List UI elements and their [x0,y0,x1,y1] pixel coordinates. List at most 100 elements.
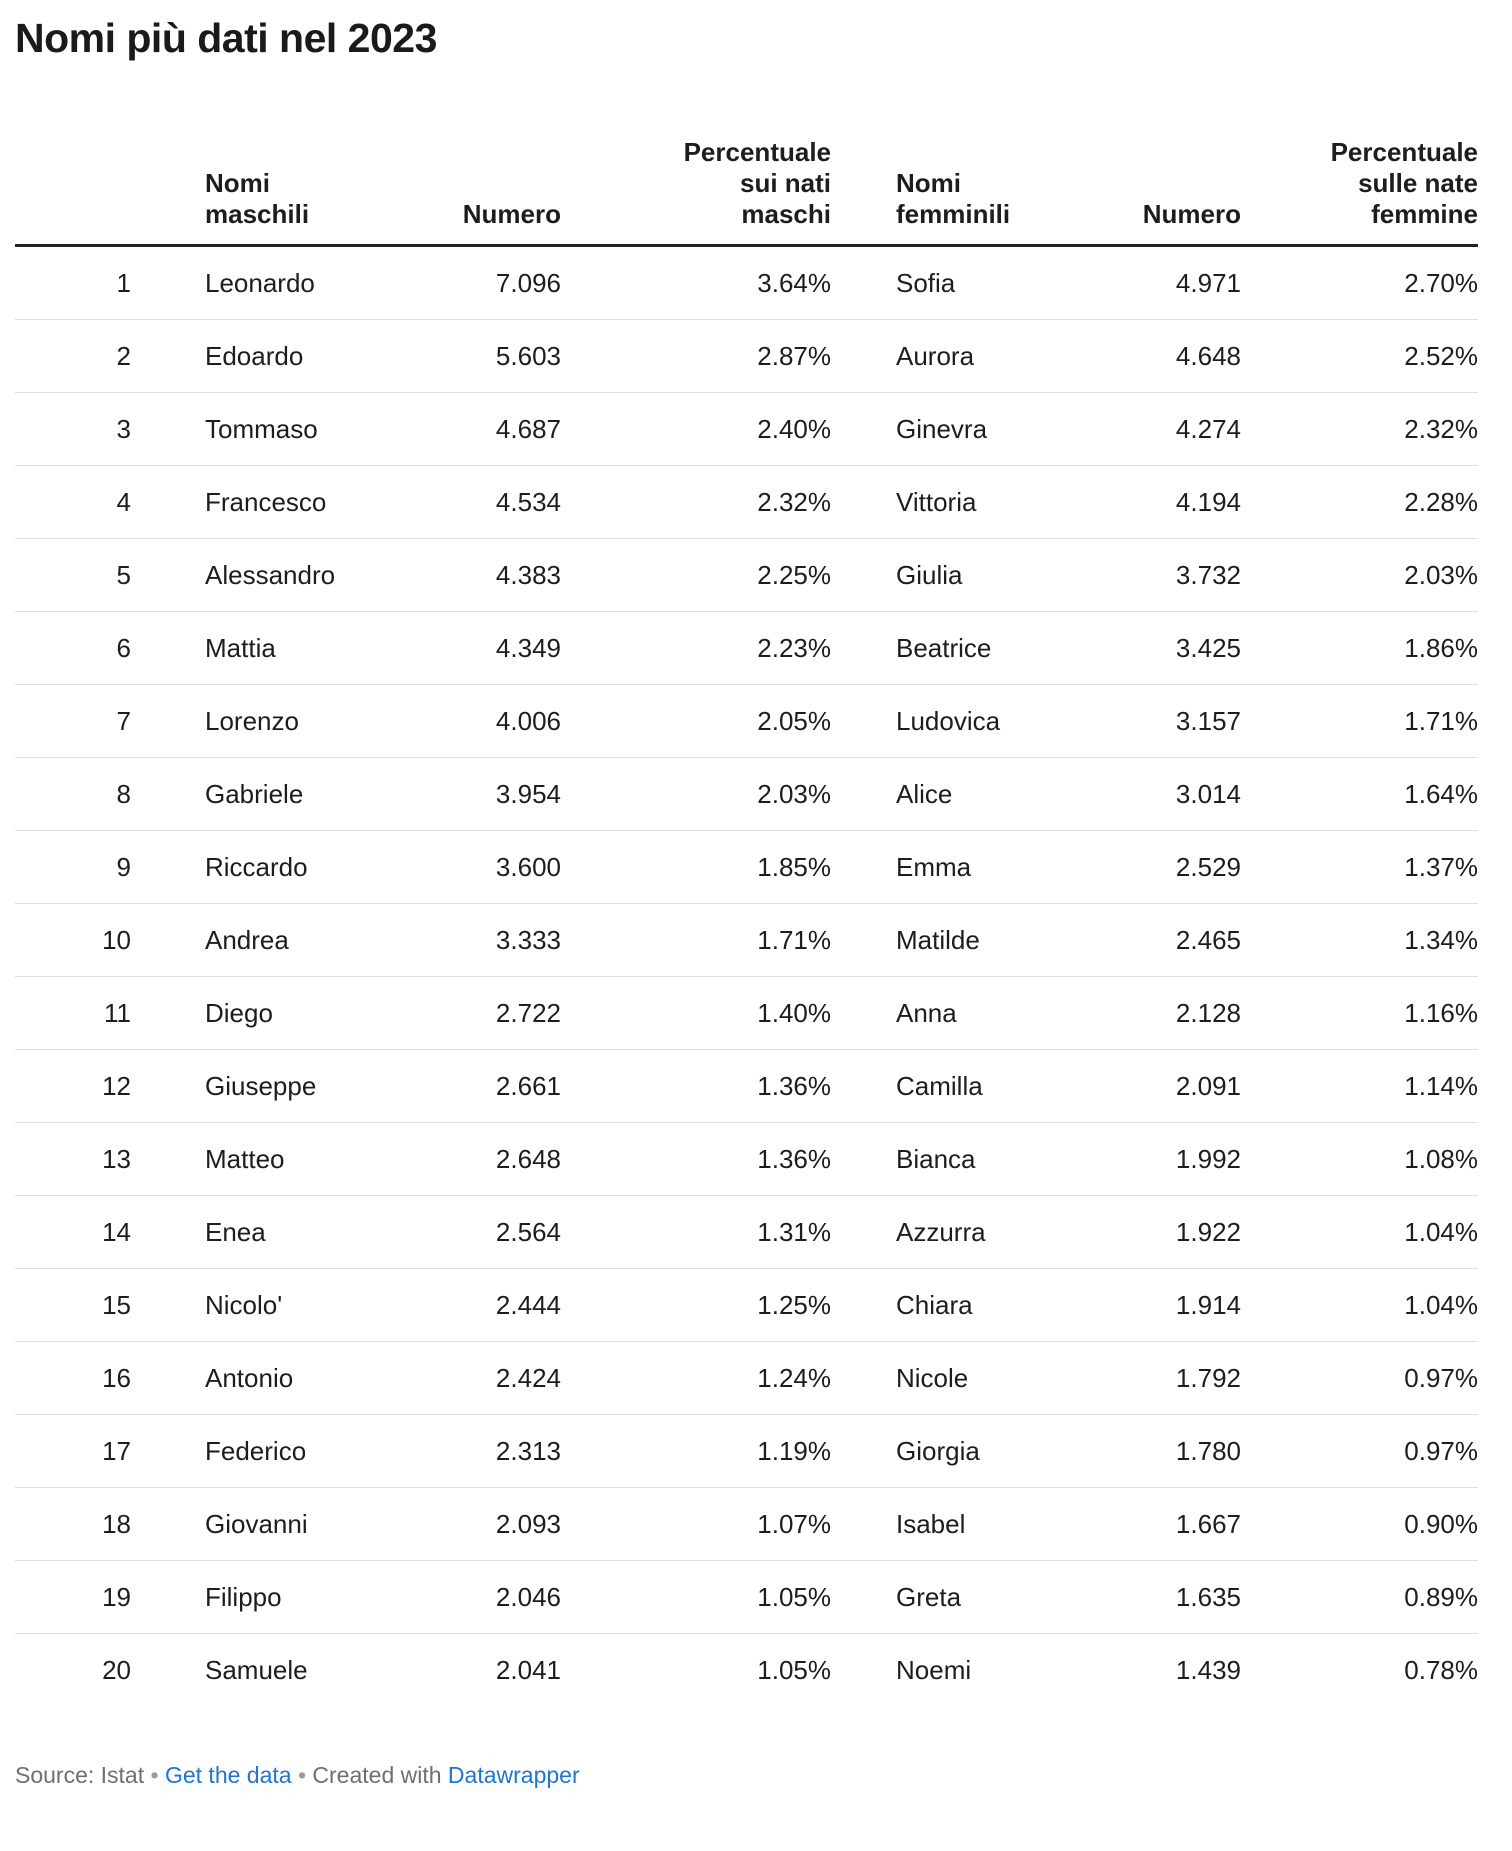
cell-male-name: Giuseppe [131,1049,391,1123]
cell-female-name: Isabel [831,1487,1067,1561]
cell-female-name: Ginevra [831,392,1067,466]
header-row: Nomi maschili Numero Percentuale sui nat… [15,62,1478,247]
table-row: 4 Francesco 4.534 2.32% Vittoria 4.194 2… [15,465,1478,539]
table-row: 16 Antonio 2.424 1.24% Nicole 1.792 0.97… [15,1341,1478,1415]
cell-female-name: Sofia [896,268,956,298]
table-row: 13 Matteo 2.648 1.36% Bianca 1.992 1.08% [15,1122,1478,1196]
cell-male-percentage: 1.36% [561,1049,831,1123]
source-name: Istat [100,1762,145,1788]
cell-male-count: 3.600 [391,830,561,904]
cell-female-percentage: 0.78% [1241,1633,1478,1706]
table-body: 1 Leonardo 7.096 3.64% Sofia 4.971 2.70%… [15,246,1478,1706]
cell-male-percentage: 1.31% [561,1195,831,1269]
cell-rank: 14 [15,1195,131,1269]
cell-rank: 15 [15,1268,131,1342]
cell-rank: 3 [15,392,131,466]
cell-male-count: 7.096 [495,268,561,298]
table-row: 2 Edoardo 5.603 2.87% Aurora 4.648 2.52% [15,319,1478,393]
cell-male-count: 2.661 [391,1049,561,1123]
cell-female-name: Camilla [831,1049,1067,1123]
cell-male-count: 4.006 [391,684,561,758]
cell-male-name: Samuele [131,1633,391,1706]
cell-male-name: Matteo [131,1122,391,1196]
cell-rank: 2 [15,319,131,393]
cell-male-name: Antonio [131,1341,391,1415]
cell-male-name: Mattia [131,611,391,685]
cell-male-name: Riccardo [131,830,391,904]
cell-male-percentage: 1.25% [561,1268,831,1342]
cell-female-percentage: 0.97% [1241,1341,1478,1415]
cell-male-percentage: 1.71% [561,903,831,977]
cell-rank: 12 [15,1049,131,1123]
cell-female-count: 4.648 [1067,319,1241,393]
cell-male-name: Edoardo [131,319,391,393]
cell-female-name: Azzurra [831,1195,1067,1269]
get-data-link[interactable]: Get the data [164,1762,292,1788]
cell-female-count: 4.194 [1067,465,1241,539]
table-row: 1 Leonardo 7.096 3.64% Sofia 4.971 2.70% [15,246,1478,320]
cell-female-percentage: 0.90% [1241,1487,1478,1561]
cell-female-count: 4.274 [1067,392,1241,466]
table-row: 17 Federico 2.313 1.19% Giorgia 1.780 0.… [15,1414,1478,1488]
cell-male-name: Alessandro [131,538,391,612]
cell-male-count: 2.564 [391,1195,561,1269]
header-cell-female-names: Nomi femminili [831,62,1067,247]
cell-female-name: Vittoria [831,465,1067,539]
cell-male-count: 4.687 [391,392,561,466]
datawrapper-link[interactable]: Datawrapper [447,1762,580,1788]
cell-female-percentage: 1.86% [1241,611,1478,685]
cell-rank: 16 [15,1341,131,1415]
created-with-label: Created with [312,1762,442,1788]
cell-female-percentage: 1.08% [1241,1122,1478,1196]
cell-male-count: 4.383 [391,538,561,612]
cell-male-percentage: 2.87% [561,319,831,393]
cell-male-name: Gabriele [131,757,391,831]
cell-male-percentage: 1.19% [561,1414,831,1488]
table-row: 11 Diego 2.722 1.40% Anna 2.128 1.16% [15,976,1478,1050]
cell-female-count: 1.992 [1067,1122,1241,1196]
cell-female-name: Bianca [831,1122,1067,1196]
table-row: 14 Enea 2.564 1.31% Azzurra 1.922 1.04% [15,1195,1478,1269]
cell-female-count: 3.732 [1067,538,1241,612]
table-row: 10 Andrea 3.333 1.71% Matilde 2.465 1.34… [15,903,1478,977]
cell-male-percentage: 1.24% [561,1341,831,1415]
cell-male-count: 2.424 [391,1341,561,1415]
cell-male-percentage: 2.03% [561,757,831,831]
cell-female-count: 2.091 [1067,1049,1241,1123]
table-row: 19 Filippo 2.046 1.05% Greta 1.635 0.89% [15,1560,1478,1634]
cell-male-percentage: 1.07% [561,1487,831,1561]
cell-rank: 18 [15,1487,131,1561]
table-row: 9 Riccardo 3.600 1.85% Emma 2.529 1.37% [15,830,1478,904]
table-row: 6 Mattia 4.349 2.23% Beatrice 3.425 1.86… [15,611,1478,685]
cell-female-percentage: 2.32% [1241,392,1478,466]
cell-male-percentage: 2.05% [561,684,831,758]
cell-female-name: Noemi [831,1633,1067,1706]
cell-female-count: 3.425 [1067,611,1241,685]
cell-female-percentage: 1.71% [1241,684,1478,758]
cell-female-name: Nicole [831,1341,1067,1415]
cell-female-count: 3.157 [1067,684,1241,758]
cell-female-percentage: 2.28% [1241,465,1478,539]
cell-female-name: Ludovica [831,684,1067,758]
cell-female-name: Giorgia [831,1414,1067,1488]
cell-female-count: 1.635 [1067,1560,1241,1634]
cell-male-percentage: 2.32% [561,465,831,539]
cell-female-percentage: 1.14% [1241,1049,1478,1123]
cell-female-count: 2.529 [1067,830,1241,904]
cell-rank: 4 [15,465,131,539]
cell-rank: 17 [15,1414,131,1488]
cell-female-percentage: 0.89% [1241,1560,1478,1634]
cell-female-percentage: 1.04% [1241,1268,1478,1342]
header-cell-female-number: Numero [1067,62,1241,247]
cell-female-percentage: 1.34% [1241,903,1478,977]
cell-female-count: 3.014 [1067,757,1241,831]
cell-female-percentage: 1.64% [1241,757,1478,831]
cell-female-percentage: 2.52% [1241,319,1478,393]
separator-dot: • [150,1762,159,1788]
cell-rank: 1 [116,268,131,298]
cell-male-name: Leonardo [205,268,315,298]
cell-male-name: Francesco [131,465,391,539]
cell-male-name: Federico [131,1414,391,1488]
table-row: 12 Giuseppe 2.661 1.36% Camilla 2.091 1.… [15,1049,1478,1123]
table-row: 18 Giovanni 2.093 1.07% Isabel 1.667 0.9… [15,1487,1478,1561]
